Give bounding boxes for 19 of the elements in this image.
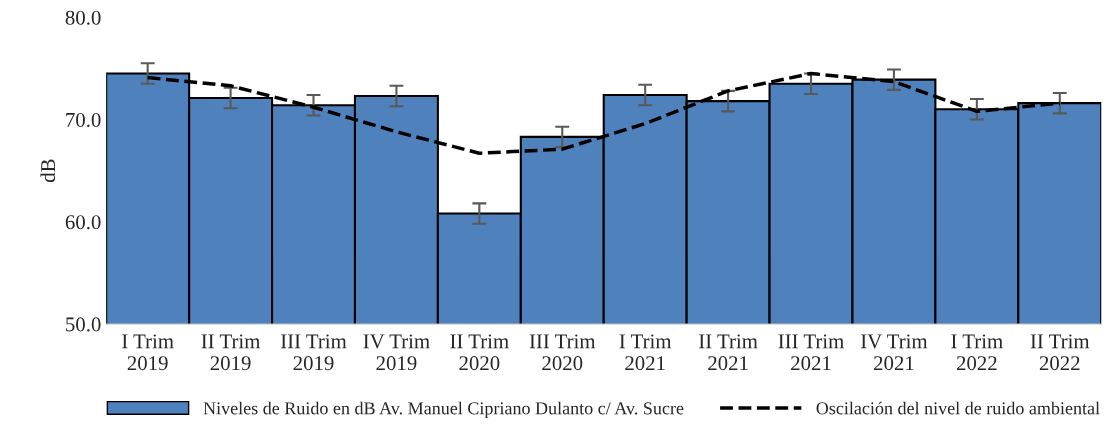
x-tick-label: II Trim 2021 (699, 334, 758, 371)
x-tick-label: III Trim 2021 (778, 334, 844, 371)
x-tick-label: II Trim 2019 (201, 334, 261, 371)
x-tick-label: III Trim 2020 (529, 334, 596, 371)
y-axis-title: dB (40, 159, 56, 183)
legend-label: Oscilación del nivel de ruido ambiental (816, 401, 1100, 415)
x-tick-label: I Trim 2019 (122, 334, 174, 371)
legend-label: Niveles de Ruido en dB Av. Manuel Cipriano Dulanto c/ Av. Sucre (203, 401, 684, 419)
x-tick-label: III Trim 2019 (280, 334, 347, 371)
y-tick-label: 70.0 (66, 112, 101, 128)
x-tick-label: II Trim 2022 (1030, 334, 1090, 371)
y-tick-label: 60.0 (65, 215, 101, 230)
y-tick-label: 80.0 (65, 10, 101, 25)
x-tick-label: IV Trim 2019 (363, 334, 430, 371)
y-tick-label: 50.0 (66, 317, 101, 332)
x-tick-label: I Trim 2022 (951, 334, 1003, 371)
x-tick-label: I Trim 2021 (619, 334, 672, 371)
x-tick-label: II Trim 2020 (450, 334, 509, 371)
x-tick-label: IV Trim 2021 (860, 334, 928, 371)
